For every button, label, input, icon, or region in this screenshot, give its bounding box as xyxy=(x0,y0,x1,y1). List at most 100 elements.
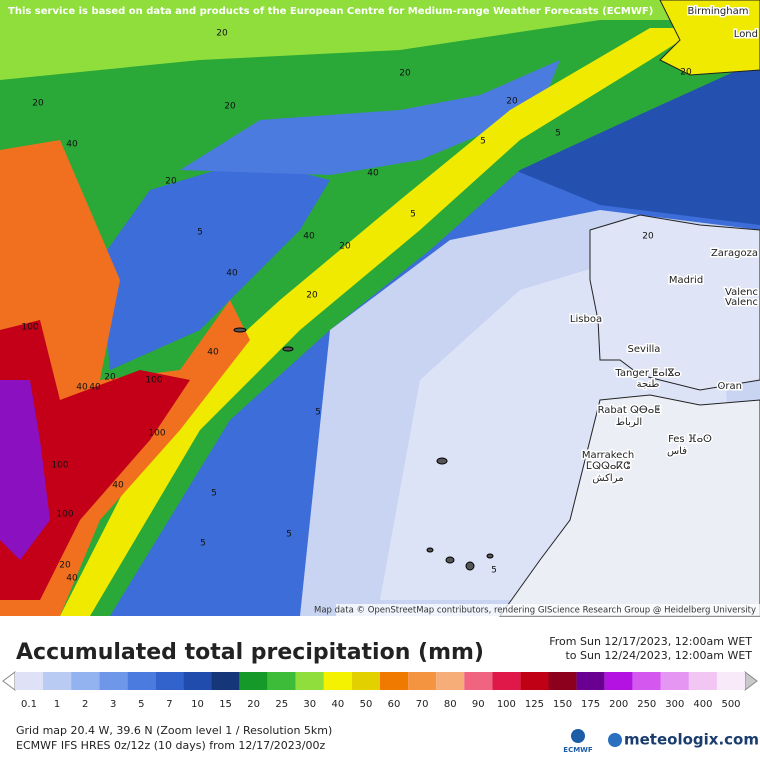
city-label: Valenc xyxy=(725,287,758,298)
colorbar-box xyxy=(380,672,409,690)
colorbar-box xyxy=(688,672,717,690)
contour-label: 20 xyxy=(216,29,228,39)
contour-label: 20 xyxy=(104,373,116,383)
credit-bg xyxy=(336,604,760,616)
contour-label: 5 xyxy=(410,210,416,220)
contour-label: 5 xyxy=(480,137,486,147)
colorbar-label: 70 xyxy=(416,699,429,710)
city-label: Oran xyxy=(718,381,742,392)
city-label: طنجة xyxy=(637,379,660,390)
city-label: فاس xyxy=(667,446,687,457)
colorbar-box xyxy=(548,672,577,690)
colorbar-box xyxy=(211,672,240,690)
city-label: ⵎⵕⵕⴰⴽⵛ xyxy=(586,461,630,472)
colorbar: 0.1 1 2 3 5 7 10 15 20 25 30 40 50 60 70 80 90 100 125 150 1… xyxy=(2,670,758,710)
colorbar-label: 90 xyxy=(472,699,485,710)
colorbar-box xyxy=(436,672,465,690)
colorbar-box xyxy=(14,672,44,690)
attribution: This service is based on data and produc… xyxy=(8,6,653,17)
colorbar-label: 20 xyxy=(247,699,260,710)
city-label: Marrakech xyxy=(582,450,634,461)
grid-info: Grid map 20.4 W, 39.6 N (Zoom level 1 / … xyxy=(16,724,332,737)
site-icon xyxy=(608,733,622,747)
colorbar-label: 0.1 xyxy=(21,699,37,710)
city-label: Rabat ⵕⴱⴰⵟ xyxy=(598,405,661,416)
colorbar-label: 30 xyxy=(303,699,316,710)
colorbar-label: 5 xyxy=(138,699,144,710)
colorbar-arrow-right xyxy=(744,670,758,692)
colorbar-box xyxy=(43,672,72,690)
colorbar-box xyxy=(267,672,296,690)
colorbar-label: 200 xyxy=(609,699,628,710)
ecmwf-icon xyxy=(571,729,585,743)
colorbar-box xyxy=(323,672,352,690)
contour-label: 20 xyxy=(506,97,518,107)
colorbar-box xyxy=(155,672,184,690)
site-logo[interactable]: meteologix.com xyxy=(624,731,759,749)
contour-label: 20 xyxy=(642,232,654,242)
contour-label: 40 xyxy=(367,169,379,179)
colorbar-label: 150 xyxy=(553,699,572,710)
colorbar-box xyxy=(351,672,380,690)
colorbar-box xyxy=(464,672,493,690)
colorbar-label: 80 xyxy=(444,699,457,710)
legend-title: Accumulated total precipitation (mm) xyxy=(16,640,484,665)
contour-label: 20 xyxy=(306,291,318,301)
contour-label: 100 xyxy=(148,429,165,439)
colorbar-box xyxy=(632,672,661,690)
contour-label: 100 xyxy=(21,323,38,333)
contour-label: 100 xyxy=(145,376,162,386)
colorbar-label: 40 xyxy=(332,699,345,710)
contour-label: 40 xyxy=(76,383,88,393)
precip-purple xyxy=(0,380,50,560)
contour-label: 20 xyxy=(165,177,177,187)
precip-red xyxy=(0,320,190,600)
colorbar-label: 125 xyxy=(525,699,544,710)
period-from: From Sun 12/17/2023, 12:00am WET xyxy=(549,635,752,648)
contour-label: 40 xyxy=(303,232,315,242)
colorbar-label: 2 xyxy=(82,699,88,710)
colorbar-box xyxy=(127,672,156,690)
ecmwf-logo: ECMWF xyxy=(563,746,593,754)
city-label: Sevilla xyxy=(628,344,661,355)
colorbar-label: 15 xyxy=(219,699,232,710)
colorbar-label: 50 xyxy=(360,699,373,710)
colorbar-label: 3 xyxy=(110,699,116,710)
colorbar-label: 7 xyxy=(166,699,172,710)
land-iberia xyxy=(589,214,760,391)
contour-label: 5 xyxy=(315,408,321,418)
city-label: Valenc xyxy=(725,297,758,308)
colorbar-box xyxy=(660,672,689,690)
contour-label: 20 xyxy=(59,561,71,571)
city-label: Madrid xyxy=(669,275,703,286)
colorbar-box xyxy=(408,672,437,690)
map-credit: Map data © OpenStreetMap contributors, r… xyxy=(314,606,756,616)
colorbar-box xyxy=(492,672,521,690)
colorbar-box xyxy=(604,672,633,690)
contour-label: 5 xyxy=(197,228,203,238)
colorbar-label: 10 xyxy=(191,699,204,710)
contour-label: 40 xyxy=(226,269,238,279)
contour-label: 5 xyxy=(200,539,206,549)
contour-label: 40 xyxy=(89,383,101,393)
colorbar-box xyxy=(576,672,605,690)
colorbar-label: 400 xyxy=(693,699,712,710)
colorbar-label: 175 xyxy=(581,699,600,710)
contour-label: 20 xyxy=(224,102,236,112)
contour-label: 100 xyxy=(51,461,68,471)
city-label: Fes ⴼⴰⵙ xyxy=(668,434,712,445)
colorbar-label: 250 xyxy=(637,699,656,710)
contour-label: 5 xyxy=(555,129,561,139)
islands xyxy=(233,327,494,571)
colorbar-label: 100 xyxy=(497,699,516,710)
city-label: Lond xyxy=(734,29,758,40)
colorbar-box xyxy=(71,672,100,690)
colorbar-box xyxy=(716,672,746,690)
precip-pocket xyxy=(100,160,330,370)
colorbar-box xyxy=(520,672,549,690)
model-info: ECMWF IFS HRES 0z/12z (10 days) from 12/… xyxy=(16,739,326,752)
contour-label: 40 xyxy=(112,481,124,491)
city-labels: Birmingham Lond Zaragoza Madrid ValencValenc… xyxy=(568,5,759,486)
contour-label: 20 xyxy=(32,99,44,109)
